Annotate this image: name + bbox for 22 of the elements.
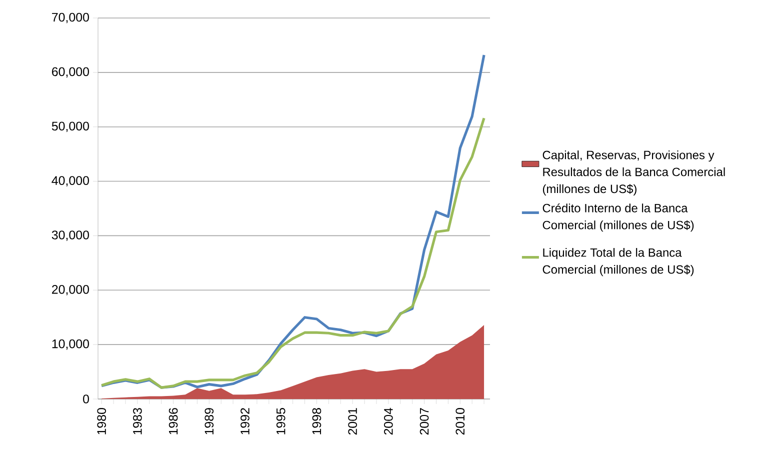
- x-tick-label: 1992: [240, 408, 250, 434]
- x-tick-label: 1980: [97, 408, 106, 434]
- y-tick-label: 30,000: [52, 230, 89, 241]
- y-tick-label: 50,000: [52, 122, 89, 132]
- y-tick-label: 0: [83, 394, 89, 404]
- x-tick-label: 1983: [133, 408, 142, 434]
- x-tick-label: 1995: [276, 408, 286, 434]
- legend-label: Crédito Interno de la Banca Comercial (millones de US$): [542, 203, 694, 232]
- legend-label: Capital, Reservas, Provisiones y Resultados de la Banca Comercial (millones de US$): [542, 150, 725, 196]
- x-tick-label: 2001: [348, 408, 357, 435]
- y-tick-label: 40,000: [52, 176, 89, 186]
- y-tick-label: 20,000: [52, 285, 89, 296]
- x-tick-label: 1989: [204, 408, 214, 434]
- x-tick-label: 2010: [456, 408, 465, 435]
- y-tick-label: 10,000: [52, 339, 89, 350]
- legend-label: Liquidez Total de la Banca Comercial (millones de US$): [542, 248, 694, 276]
- x-tick-label: 1998: [312, 408, 322, 434]
- y-tick-label: 70,000: [52, 12, 89, 24]
- x-tick-label: 2004: [384, 408, 393, 435]
- x-tick-label: 2007: [420, 408, 429, 435]
- x-tick-label: 1986: [168, 408, 178, 434]
- y-tick-label: 60,000: [52, 67, 89, 78]
